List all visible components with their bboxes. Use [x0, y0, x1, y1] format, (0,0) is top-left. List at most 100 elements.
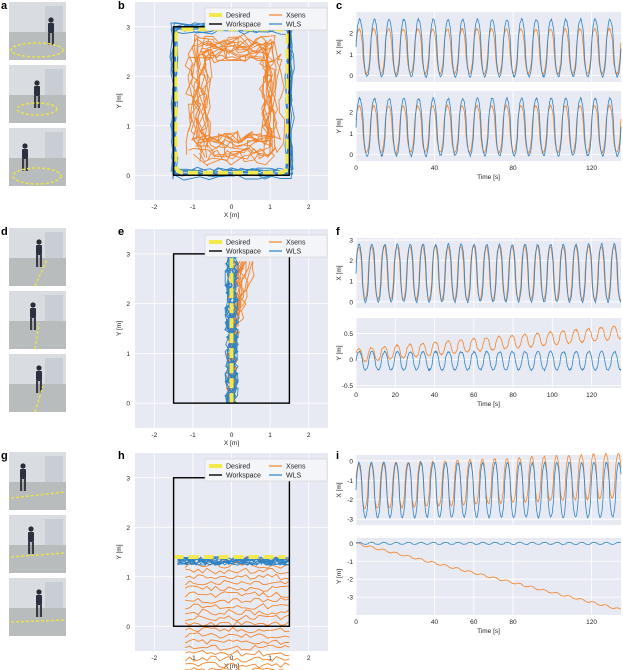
x-tick-label: 0 [354, 619, 358, 626]
xsens-trace [185, 644, 290, 651]
panel-label-f: f [336, 226, 340, 238]
y-tick-label: 0 [126, 401, 130, 408]
legend-label-desired: Desired [226, 240, 250, 247]
photo-window [45, 69, 63, 95]
x-tick-label: 120 [586, 392, 597, 399]
legend-box [204, 7, 328, 31]
path-line-icon [10, 619, 66, 623]
legend-label-workspace: Workspace [226, 249, 261, 256]
plot-background [356, 538, 621, 615]
panel-label-b: b [118, 0, 125, 12]
person-body-icon [36, 371, 42, 381]
x-tick-label: 2 [307, 655, 311, 662]
photo-window [45, 582, 63, 608]
y-tick-label: 1 [349, 131, 353, 138]
x-tick-label: 1 [268, 655, 272, 662]
wls-trace [355, 460, 622, 520]
y-tick-label: 3 [126, 24, 130, 31]
xsens-trace [185, 567, 290, 575]
panel-label-a: a [1, 0, 8, 12]
photo-a2 [9, 65, 66, 123]
y-tick-label: 0 [349, 299, 353, 306]
photo-floor [9, 545, 66, 573]
person-head-icon [34, 80, 40, 86]
y-axis-label: Y [m] [116, 321, 123, 336]
person-leg-icon [31, 542, 34, 554]
x-tick-label: 1 [268, 204, 272, 211]
y-tick-label: -0.5 [342, 383, 354, 390]
photo-g2 [9, 515, 66, 573]
y-tick-label: 0 [126, 173, 130, 180]
person-head-icon [22, 143, 28, 149]
person-leg-icon [39, 255, 42, 267]
person-body-icon [48, 23, 54, 33]
x-axis-label: Time [s] [477, 401, 500, 408]
person-head-icon [36, 365, 42, 371]
y-tick-label: 1 [126, 574, 130, 581]
y-tick-label: 0 [349, 73, 353, 80]
person-body-icon [28, 532, 34, 542]
path-line-icon [34, 385, 44, 412]
plot-background [356, 455, 621, 525]
y-axis-label: Y [m] [336, 345, 343, 360]
y-tick-label: 2 [126, 525, 130, 532]
person-body-icon [34, 86, 40, 96]
person-leg-icon [33, 318, 36, 330]
path-line-icon [10, 491, 66, 499]
panel-label-d: d [1, 226, 8, 238]
xsens-trace [203, 41, 276, 148]
person-body-icon [20, 469, 26, 479]
panel-label-i: i [336, 450, 340, 462]
xy-plot-h: -2 -1 0 1 2 0 1 2 3 X [m] Y [m] Desired Xsens Workspa… [116, 453, 328, 670]
x-tick-label: -1 [190, 432, 196, 439]
y-tick-label: -2 [347, 577, 353, 584]
y-tick-label: 2 [126, 74, 130, 81]
person-head-icon [36, 589, 42, 595]
person-leg-icon [51, 33, 54, 45]
person-body-icon [36, 595, 42, 605]
xsens-trace [184, 47, 270, 160]
y-tick-label: 2 [349, 110, 353, 117]
person-leg-icon [39, 381, 42, 393]
x-tick-label: 0 [230, 432, 234, 439]
xsens-trace [197, 50, 276, 163]
x-tick-label: 80 [509, 392, 517, 399]
photo-window [45, 132, 63, 158]
y-axis-label: Y [m] [116, 93, 123, 108]
person-head-icon [48, 17, 54, 23]
person-leg-icon [20, 479, 23, 491]
photo-d3 [9, 354, 66, 412]
y-tick-label: 1 [349, 279, 353, 286]
person-head-icon [36, 239, 42, 245]
xsens-trace [185, 614, 290, 622]
panel-label-e: e [118, 226, 125, 238]
y-tick-label: 1 [126, 351, 130, 358]
xsens-trace [184, 579, 290, 586]
y-tick-label: 0 [349, 357, 353, 364]
photo-window [45, 519, 63, 545]
wls-trace [355, 349, 622, 372]
xsens-trace [184, 591, 290, 598]
xy-plot-b: -2 -1 0 1 2 0 1 2 3 X [m] Y [m] Desired Xsens Workspa… [116, 2, 328, 219]
timeseries-plot-c-1: 0 1 2 X [m] [336, 12, 622, 82]
x-tick-label: 40 [431, 619, 439, 626]
y-tick-label: 0 [349, 458, 353, 465]
legend-label-wls: WLS [286, 22, 302, 29]
legend-label-wls: WLS [286, 249, 302, 256]
xsens-trace [185, 573, 290, 581]
path-line-icon [34, 322, 40, 349]
xsens-trace [355, 542, 622, 610]
legend-label-xsens: Xsens [286, 13, 306, 20]
xsens-trace [184, 638, 290, 645]
person-leg-icon [36, 381, 39, 393]
person-head-icon [28, 526, 34, 532]
x-tick-label: -1 [190, 655, 196, 662]
timeseries-plot-i-1: 0 -1 -2 -3 X [m] [336, 452, 622, 525]
x-axis-label: X [m] [224, 440, 239, 447]
xsens-trace [198, 37, 274, 144]
y-tick-label: -1 [347, 478, 353, 485]
wls-trace [355, 96, 622, 158]
x-axis-label: X [m] [224, 663, 239, 670]
y-tick-label: 1 [126, 123, 130, 130]
